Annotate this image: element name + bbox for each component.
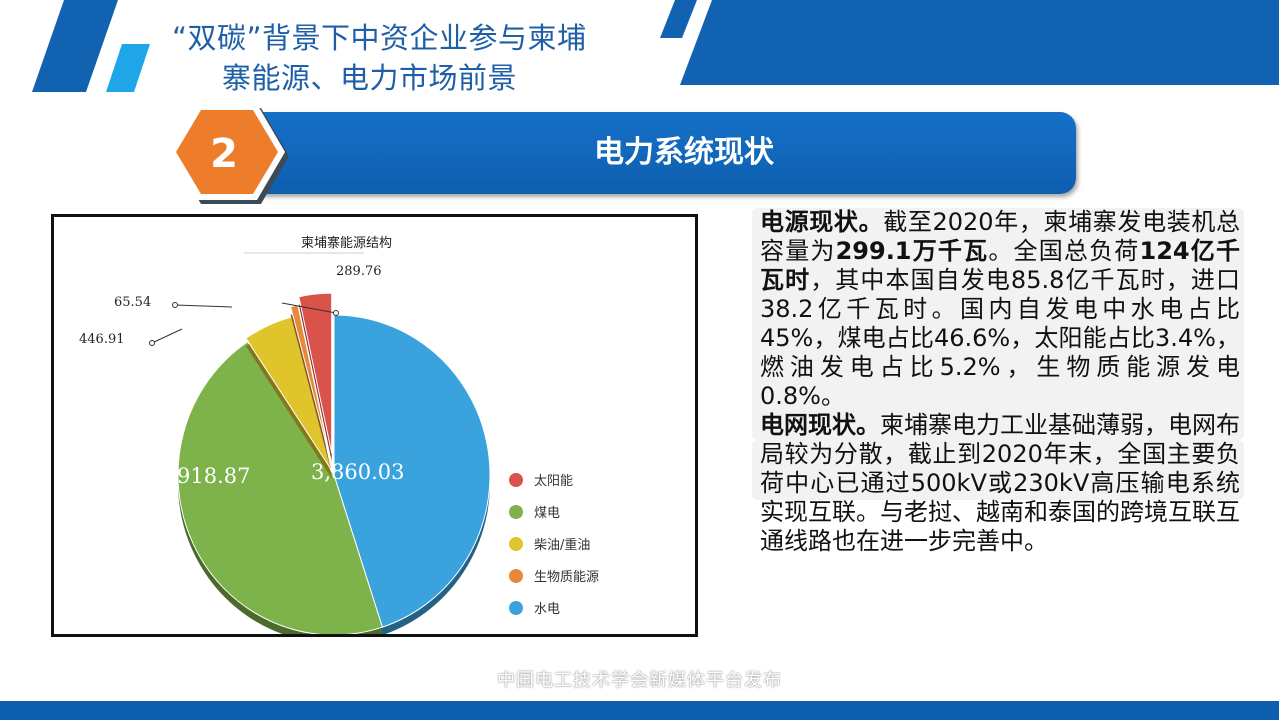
page-title: “双碳”背景下中资企业参与柬埔 寨能源、电力市场前景 xyxy=(172,18,652,98)
legend-label-煤电: 煤电 xyxy=(534,506,560,521)
legend-label-柴油/重油: 柴油/重油 xyxy=(534,537,590,553)
power-source-text-a: 截至2020年，柬埔寨发电装机总容量为 xyxy=(760,208,1241,265)
power-source-paragraph: 电源现状。截至2020年，柬埔寨发电装机总容量为299.1万千瓦。全国总负荷12… xyxy=(760,208,1240,411)
section-title: 电力系统现状 xyxy=(594,135,774,170)
bottom-bar xyxy=(0,701,1279,720)
section-number-hexagon xyxy=(169,104,289,204)
pie-slice-face xyxy=(298,292,333,454)
leader-line xyxy=(151,328,183,344)
power-source-text-e: ，其中本国自发电85.8亿千瓦时，进口38.2亿千瓦时。国内自发电中水电占比45… xyxy=(760,266,1241,410)
status-text: 电源现状。截至2020年，柬埔寨发电装机总容量为299.1万千瓦。全国总负荷12… xyxy=(752,208,1244,556)
header-stripe-light-left xyxy=(106,44,150,92)
data-label-煤电: 3,918.87 xyxy=(157,464,251,488)
legend-swatch-生物质能源 xyxy=(509,569,523,583)
total-load: 124亿千瓦时 xyxy=(760,237,1240,294)
legend-label-水电: 水电 xyxy=(534,602,560,617)
legend-swatch-水电 xyxy=(509,601,523,615)
chart-title: 柬埔寨能源结构 xyxy=(301,235,392,251)
power-source-text-c: 。全国总负荷 xyxy=(988,237,1140,265)
data-label-柴油/重油: 446.91 xyxy=(79,332,125,347)
energy-structure-chart: 柬埔寨能源结构 3,860.03 3,918.87 446.91 65.54 289.76… xyxy=(51,214,698,637)
leader-dot xyxy=(172,302,178,308)
data-label-太阳能: 289.76 xyxy=(336,264,382,279)
grid-heading: 电网现状。 xyxy=(760,411,880,439)
grid-text: 柬埔寨电力工业基础薄弱，电网布局较为分散，截止到2020年末，全国主要负荷中心已… xyxy=(760,411,1240,555)
leader-dot xyxy=(149,340,155,346)
legend-swatch-太阳能 xyxy=(509,473,523,487)
pie-slice-face xyxy=(333,314,491,628)
pie-slice-生物质能源 xyxy=(289,304,332,470)
page-title-line2: 寨能源、电力市场前景 xyxy=(222,61,518,95)
section-banner: 电力系统现状 xyxy=(262,112,1076,194)
pie-chart-svg: 柬埔寨能源结构 3,860.03 3,918.87 446.91 65.54 289.76… xyxy=(79,235,599,634)
pie-slice-煤电 xyxy=(177,341,383,634)
legend-label-太阳能: 太阳能 xyxy=(534,474,573,489)
header-stripes xyxy=(32,0,1279,92)
pie-slice-face xyxy=(177,341,383,634)
pie-slice-太阳能 xyxy=(298,292,333,462)
header-stripe-thin xyxy=(660,0,697,38)
page-title-line1: “双碳”背景下中资企业参与柬埔 xyxy=(172,21,587,55)
pie-slice-水电 xyxy=(333,314,491,634)
legend-label-生物质能源: 生物质能源 xyxy=(534,570,599,585)
leader-line xyxy=(174,304,233,308)
leader-line xyxy=(281,302,337,314)
section-number: 2 xyxy=(210,131,238,177)
pie-slice-depth xyxy=(290,312,331,470)
installed-capacity: 299.1万千瓦 xyxy=(835,237,989,265)
leader-dot xyxy=(333,310,339,316)
header-stripe-dark-left xyxy=(32,0,118,92)
pie-slice-face xyxy=(289,304,332,462)
data-label-生物质能源: 65.54 xyxy=(114,295,151,310)
legend-swatch-柴油/重油 xyxy=(509,537,523,551)
header-stripe-dark-right xyxy=(680,0,1279,85)
footer-watermark: 中国电工技术学会新媒体平台发布 xyxy=(497,670,782,691)
data-label-水电: 3,860.03 xyxy=(311,460,405,484)
legend-swatch-煤电 xyxy=(509,505,523,519)
grid-paragraph: 电网现状。柬埔寨电力工业基础薄弱，电网布局较为分散，截止到2020年末，全国主要… xyxy=(760,411,1240,556)
power-source-heading: 电源现状。 xyxy=(760,208,884,236)
